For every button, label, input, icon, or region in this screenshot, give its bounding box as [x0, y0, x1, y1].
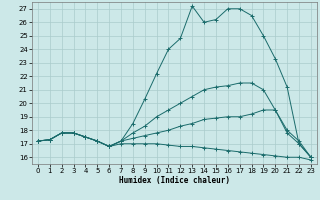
X-axis label: Humidex (Indice chaleur): Humidex (Indice chaleur): [119, 176, 230, 185]
